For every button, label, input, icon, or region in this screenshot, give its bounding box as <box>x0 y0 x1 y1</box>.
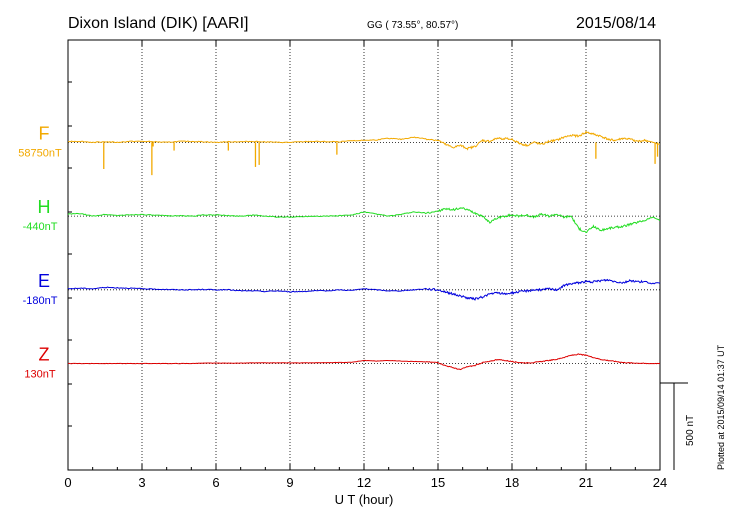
x-tick-label: 3 <box>138 475 145 490</box>
plot-frame <box>67 39 661 471</box>
x-tick-label: 21 <box>579 475 593 490</box>
component-label-f: F <box>39 123 50 143</box>
x-axis-ticks: 0 3 6 9 12 15 18 21 24 <box>64 40 667 490</box>
x-tick-label: 9 <box>286 475 293 490</box>
baseline-value-h: -440nT <box>23 221 58 233</box>
plotted-note: Plotted at 2015/09/14 01:37 UT <box>716 344 726 470</box>
grid-lines <box>68 40 660 470</box>
x-tick-label: 24 <box>653 475 667 490</box>
component-label-e: E <box>38 271 50 291</box>
series-line-h <box>67 207 660 233</box>
baseline-value-e: -180nT <box>23 295 58 307</box>
component-label-h: H <box>38 197 51 217</box>
x-tick-label: 0 <box>64 475 71 490</box>
x-axis-label: U T (hour) <box>335 492 394 507</box>
series-labels: F 58750nT H -440nT E -180nT Z 130nT <box>18 123 62 380</box>
x-tick-label: 18 <box>505 475 519 490</box>
x-tick-label: 6 <box>212 475 219 490</box>
series-layer <box>67 130 661 371</box>
series-line-z <box>68 353 661 371</box>
series-line-f <box>67 130 661 151</box>
plot-date: 2015/08/14 <box>576 15 656 32</box>
x-tick-label: 15 <box>431 475 445 490</box>
component-label-z: Z <box>39 345 50 365</box>
station-title: Dixon Island (DIK) [AARI] <box>68 15 249 32</box>
baseline-value-z: 130nT <box>24 369 55 381</box>
scale-bar: 500 nT <box>660 382 696 470</box>
baseline-value-f: 58750nT <box>18 147 62 159</box>
station-coordinates: GG ( 73.55°, 80.57°) <box>367 20 458 31</box>
x-tick-label: 12 <box>357 475 371 490</box>
scale-bar-label: 500 nT <box>685 415 696 446</box>
series-line-e <box>67 278 661 301</box>
